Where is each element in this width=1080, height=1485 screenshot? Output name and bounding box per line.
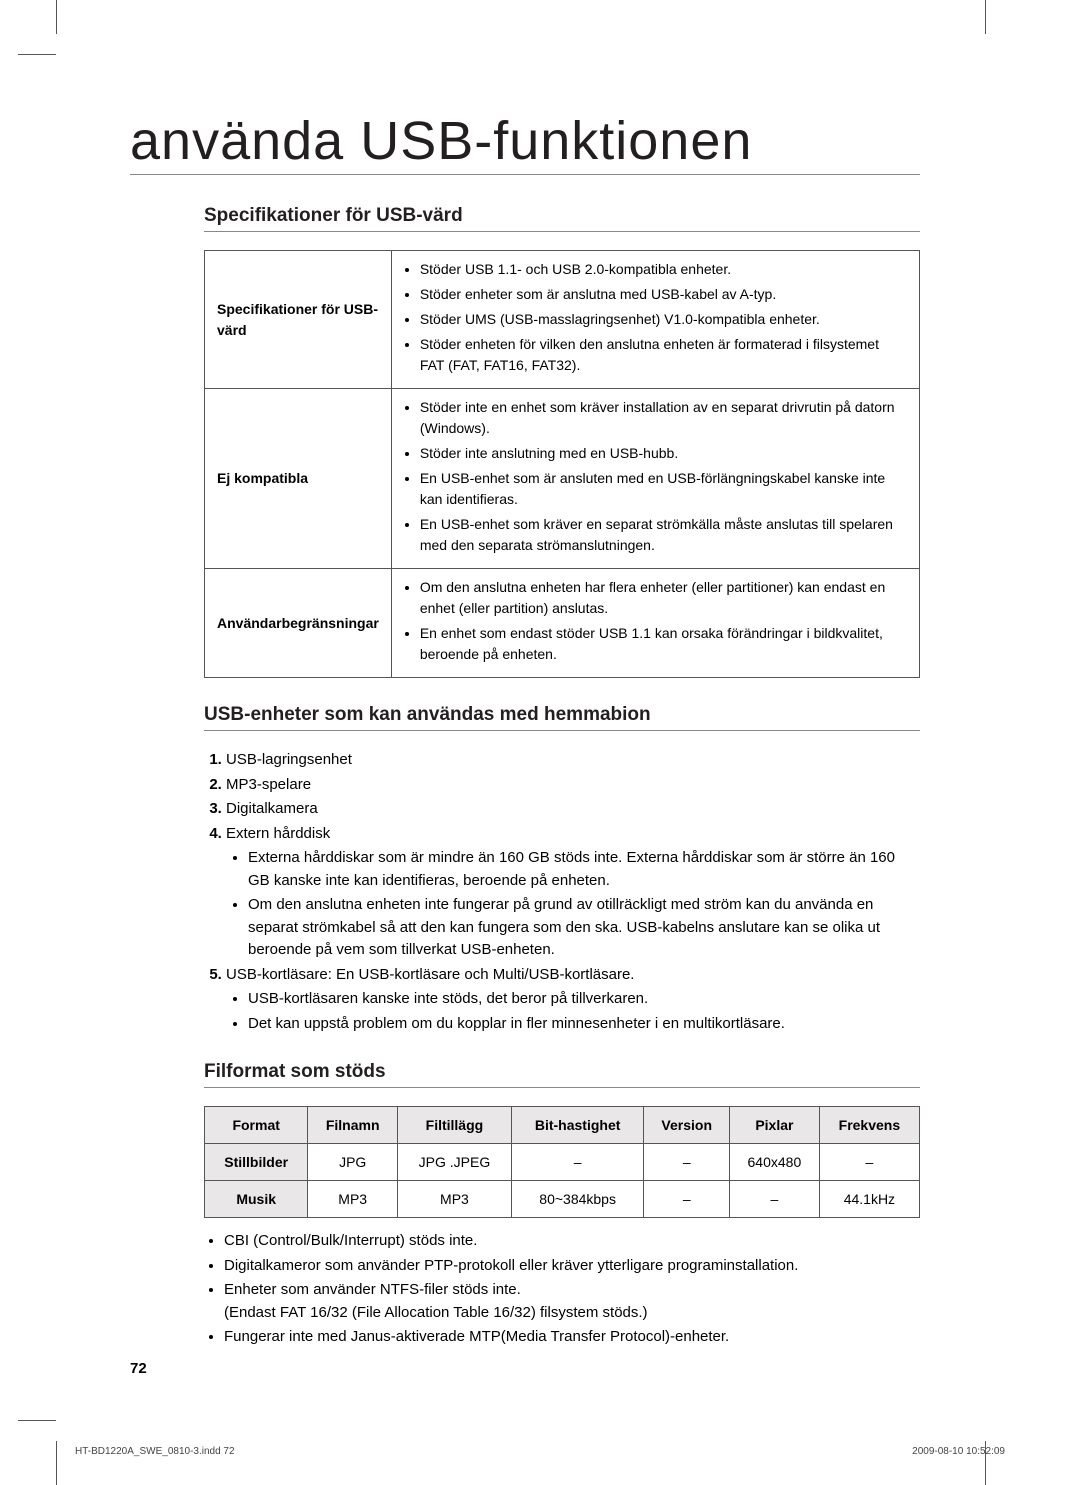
table-row: Stillbilder JPG JPG .JPEG – – 640x480 – xyxy=(205,1144,920,1181)
list-item: Fungerar inte med Janus-aktiverade MTP(M… xyxy=(224,1326,920,1349)
col-header: Bit-hastighet xyxy=(511,1107,644,1144)
list-item: En USB-enhet som kräver en separat ström… xyxy=(420,514,907,556)
row-label: Användarbegränsningar xyxy=(205,569,392,678)
list-item: Det kan uppstå problem om du kopplar in … xyxy=(248,1013,920,1036)
table-header-row: Format Filnamn Filtillägg Bit-hastighet … xyxy=(205,1107,920,1144)
col-header: Filtillägg xyxy=(398,1107,512,1144)
list-item: Om den anslutna enheten inte fungerar på… xyxy=(248,894,920,962)
list-item: USB-kortläsaren kanske inte stöds, det b… xyxy=(248,988,920,1011)
col-header: Version xyxy=(644,1107,730,1144)
footer-date: 2009-08-10 10:52:09 xyxy=(912,1446,1005,1457)
list-item: Stöder enheter som är anslutna med USB-k… xyxy=(420,284,907,305)
cell: – xyxy=(644,1144,730,1181)
list-item: Stöder enheten för vilken den anslutna e… xyxy=(420,334,907,376)
cell: – xyxy=(644,1181,730,1218)
numbered-list: USB-lagringsenhet MP3-spelare Digitalkam… xyxy=(204,749,920,1035)
list-item: Externa hårddiskar som är mindre än 160 … xyxy=(248,847,920,892)
cell: MP3 xyxy=(308,1181,398,1218)
col-header: Frekvens xyxy=(819,1107,919,1144)
list-item: USB-lagringsenhet xyxy=(226,749,920,772)
table-row: Användarbegränsningar Om den anslutna en… xyxy=(205,569,920,678)
col-header: Format xyxy=(205,1107,308,1144)
list-item: USB-kortläsare: En USB-kortläsare och Mu… xyxy=(226,964,920,1036)
list-item: Enheter som använder NTFS-filer stöds in… xyxy=(224,1279,920,1324)
table-row: Ej kompatibla Stöder inte en enhet som k… xyxy=(205,389,920,569)
list-item: Stöder UMS (USB-masslagringsenhet) V1.0-… xyxy=(420,309,907,330)
notes-list: CBI (Control/Bulk/Interrupt) stöds inte.… xyxy=(204,1230,920,1349)
row-label: Musik xyxy=(205,1181,308,1218)
section-usb-devices: USB-enheter som kan användas med hemmabi… xyxy=(204,704,920,1035)
col-header: Filnamn xyxy=(308,1107,398,1144)
list-item: CBI (Control/Bulk/Interrupt) stöds inte. xyxy=(224,1230,920,1253)
cell: 80~384kbps xyxy=(511,1181,644,1218)
page-content: använda USB-funktionen Specifikationer f… xyxy=(130,110,920,1375)
cell: – xyxy=(730,1181,820,1218)
cell: 640x480 xyxy=(730,1144,820,1181)
cell: – xyxy=(511,1144,644,1181)
table-row: Musik MP3 MP3 80~384kbps – – 44.1kHz xyxy=(205,1181,920,1218)
spec-table: Specifikationer för USB-värd Stöder USB … xyxy=(204,250,920,678)
list-item: Digitalkamera xyxy=(226,798,920,821)
list-item: MP3-spelare xyxy=(226,774,920,797)
row-label: Stillbilder xyxy=(205,1144,308,1181)
section-spec: Specifikationer för USB-värd Specifikati… xyxy=(204,205,920,678)
page-number: 72 xyxy=(130,1360,147,1377)
list-item: Digitalkameror som använder PTP-protokol… xyxy=(224,1255,920,1278)
table-row: Specifikationer för USB-värd Stöder USB … xyxy=(205,251,920,389)
cell: MP3 xyxy=(398,1181,512,1218)
cell: JPG xyxy=(308,1144,398,1181)
footer-file: HT-BD1220A_SWE_0810-3.indd 72 xyxy=(75,1446,235,1457)
list-item: Stöder inte anslutning med en USB-hubb. xyxy=(420,443,907,464)
section-heading: USB-enheter som kan användas med hemmabi… xyxy=(204,704,920,731)
list-item: En enhet som endast stöder USB 1.1 kan o… xyxy=(420,623,907,665)
section-heading: Filformat som stöds xyxy=(204,1061,920,1088)
cell: JPG .JPEG xyxy=(398,1144,512,1181)
row-label: Ej kompatibla xyxy=(205,389,392,569)
col-header: Pixlar xyxy=(730,1107,820,1144)
row-label: Specifikationer för USB-värd xyxy=(205,251,392,389)
cell: 44.1kHz xyxy=(819,1181,919,1218)
format-table: Format Filnamn Filtillägg Bit-hastighet … xyxy=(204,1106,920,1218)
list-item: Om den anslutna enheten har flera enhete… xyxy=(420,577,907,619)
section-file-formats: Filformat som stöds Format Filnamn Filti… xyxy=(204,1061,920,1349)
list-item: Stöder USB 1.1- och USB 2.0-kompatibla e… xyxy=(420,259,907,280)
section-heading: Specifikationer för USB-värd xyxy=(204,205,920,232)
list-item: En USB-enhet som är ansluten med en USB-… xyxy=(420,468,907,510)
page-title: använda USB-funktionen xyxy=(130,110,920,175)
cell: – xyxy=(819,1144,919,1181)
list-item: Extern hårddisk Externa hårddiskar som ä… xyxy=(226,823,920,962)
list-item: Stöder inte en enhet som kräver installa… xyxy=(420,397,907,439)
